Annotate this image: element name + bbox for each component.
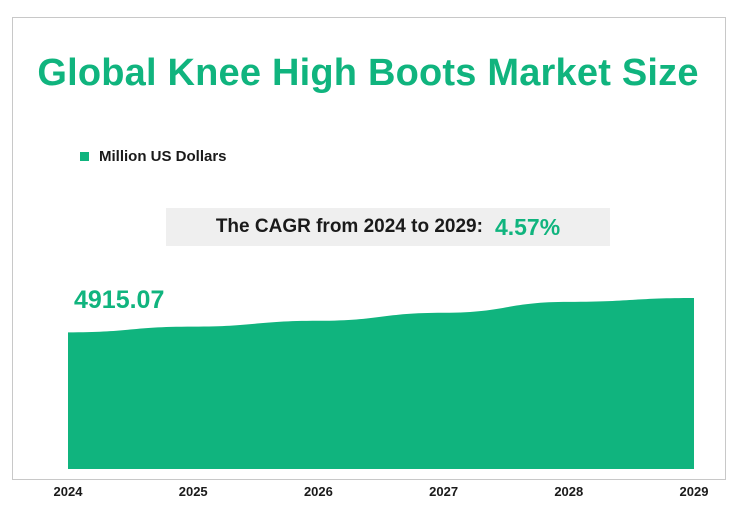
x-tick-label: 2027 (429, 484, 458, 499)
legend-swatch (80, 152, 89, 161)
x-tick-label: 2025 (179, 484, 208, 499)
cagr-value: 4.57% (494, 213, 561, 240)
legend-label: Million US Dollars (99, 148, 227, 165)
x-axis-ticks: 2024 2025 2026 2027 2028 2029 (54, 484, 709, 499)
first-value-label: 4915.07 (74, 286, 165, 314)
x-tick-label: 2026 (304, 484, 333, 499)
x-tick-label: 2029 (680, 484, 709, 499)
cagr-label: The CAGR from 2024 to 2029: (215, 216, 483, 237)
area-series-million-us-dollars (68, 298, 694, 469)
chart-title: Global Knee High Boots Market Size (37, 52, 699, 94)
x-tick-label: 2024 (54, 484, 84, 499)
legend: Million US Dollars (80, 148, 227, 165)
cagr-box: The CAGR from 2024 to 2029: 4.57% (166, 208, 610, 246)
x-tick-label: 2028 (554, 484, 583, 499)
